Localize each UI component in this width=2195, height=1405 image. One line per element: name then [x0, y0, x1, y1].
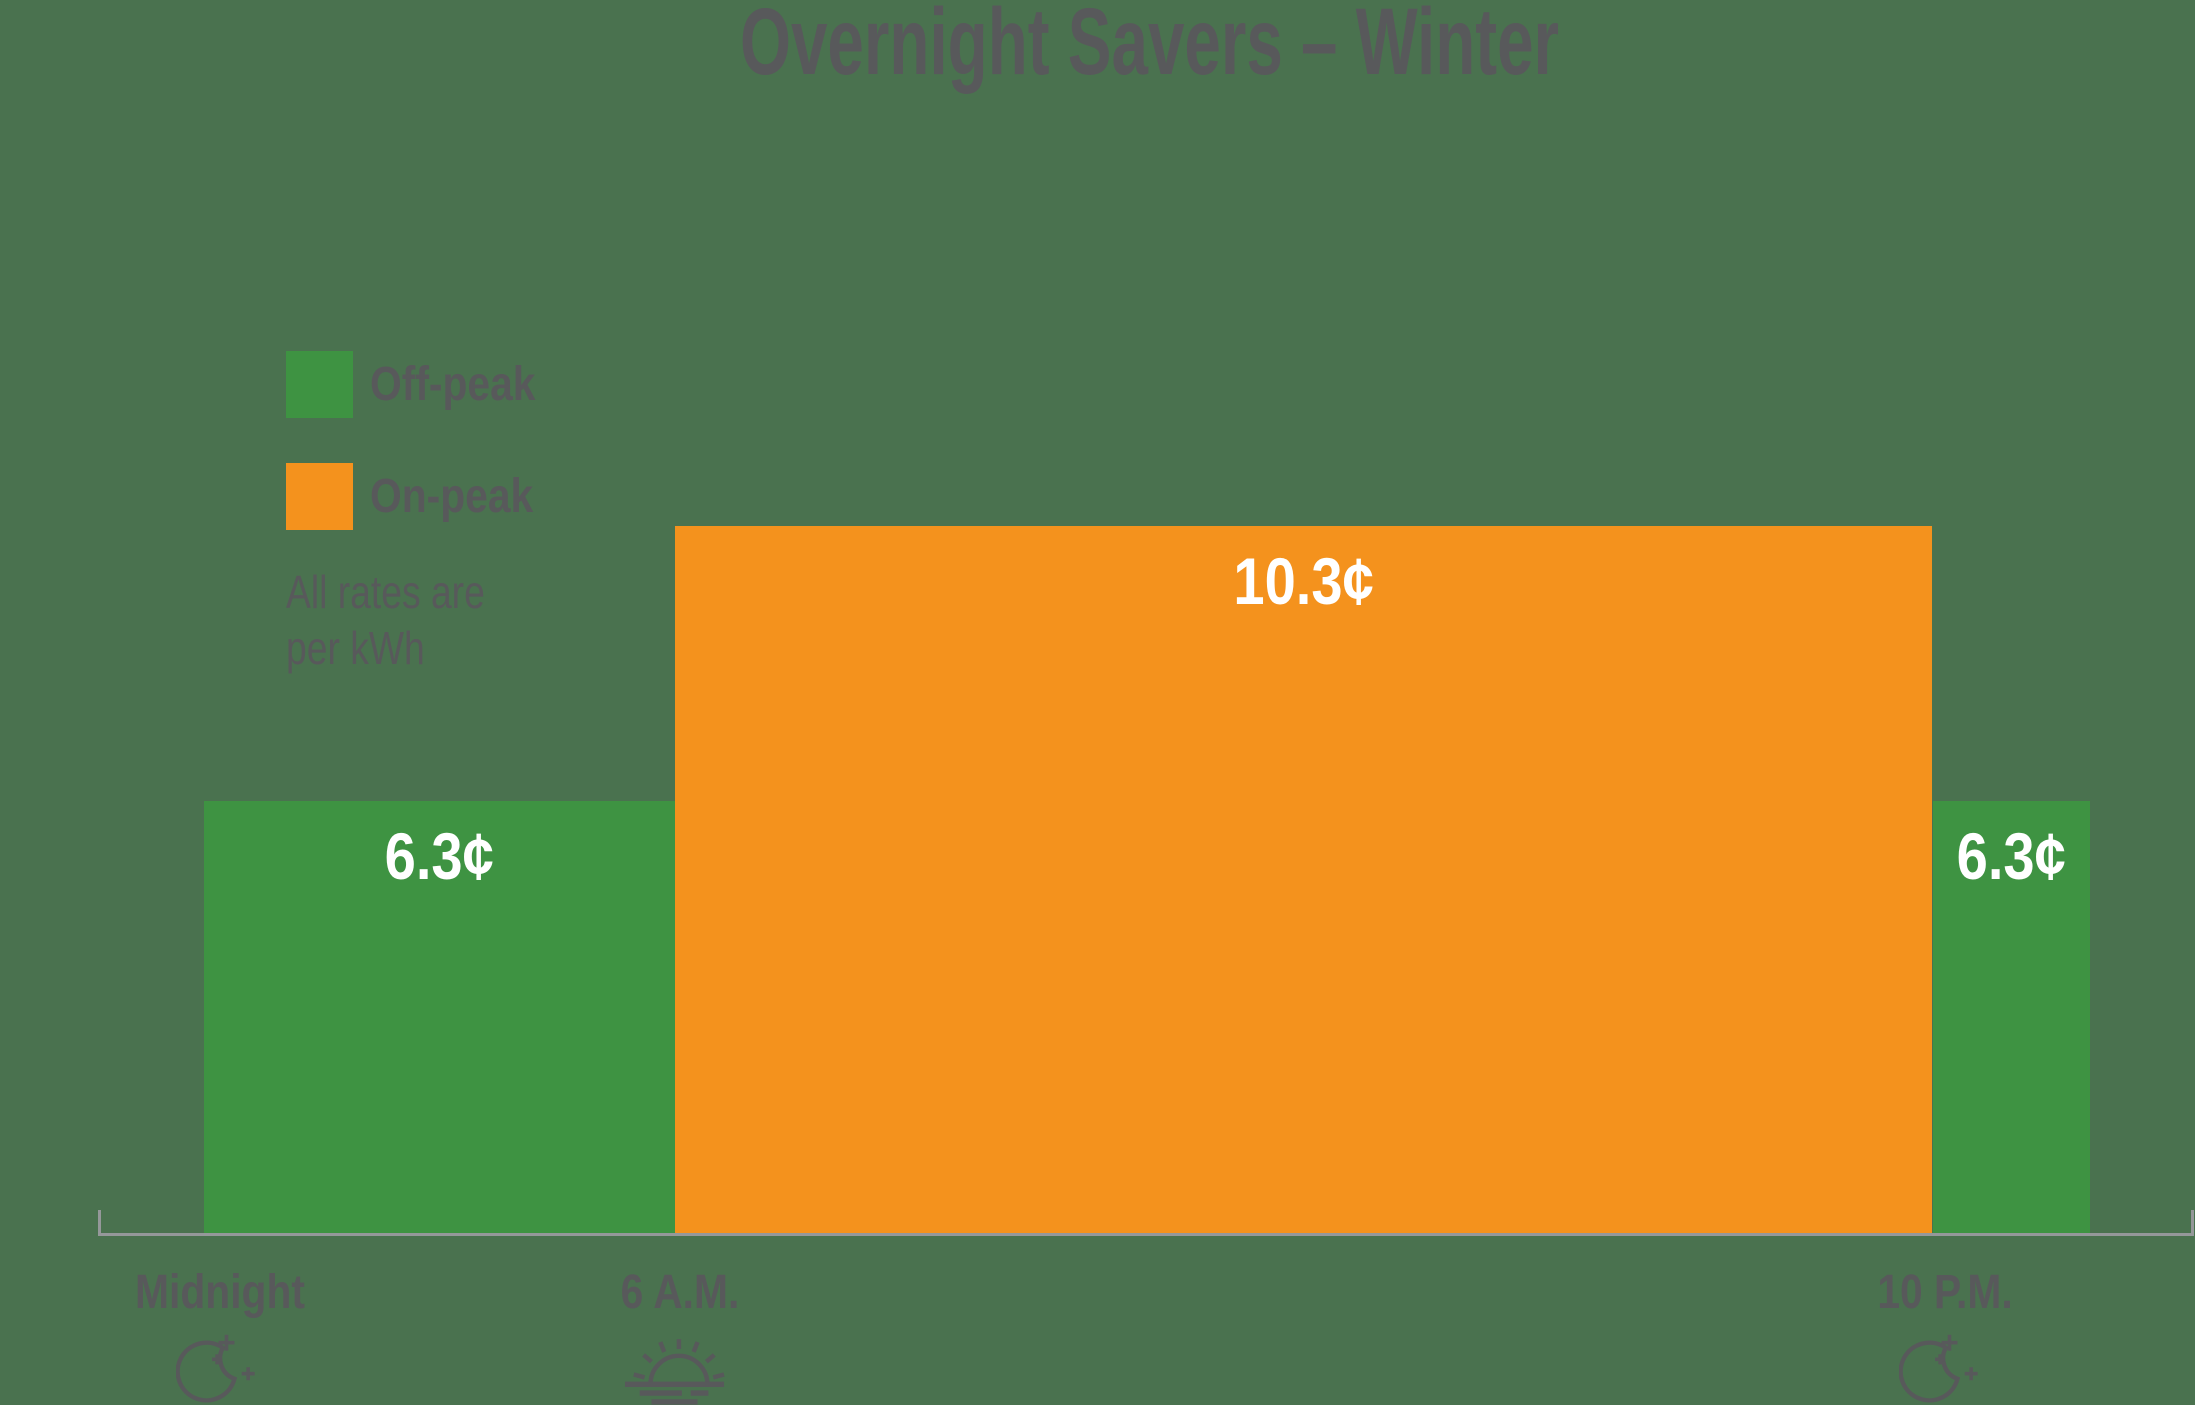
bar-off-peak-midnight-to-6am: 6.3¢	[204, 801, 675, 1233]
rates-note-line-2: per kWh	[286, 622, 425, 674]
chart-title: Overnight Savers – Winter	[104, 0, 2195, 92]
moon-stars-icon	[176, 1334, 259, 1405]
moon-stars-icon	[1899, 1334, 1982, 1405]
rates-note-line-1: All rates are	[286, 566, 485, 618]
off-peak-label: Off-peak	[370, 357, 536, 411]
bar-value-label: 6.3¢	[1956, 819, 2067, 893]
legend: Off-peak On-peak All rates are per kWh	[286, 351, 565, 674]
legend-item-off-peak: Off-peak	[286, 351, 565, 418]
x-axis-end-tick-right	[2191, 1210, 2194, 1234]
on-peak-swatch	[286, 463, 353, 530]
x-axis-line	[98, 1233, 2194, 1236]
off-peak-swatch	[286, 351, 353, 418]
legend-item-on-peak: On-peak	[286, 463, 565, 530]
x-axis-end-tick-left	[98, 1210, 101, 1234]
bar-on-peak-6am-to-10pm: 10.3¢	[675, 526, 1932, 1233]
bar-off-peak-10pm-to-midnight: 6.3¢	[1933, 801, 2090, 1233]
rates-note: All rates are per kWh	[286, 564, 531, 676]
x-tick-label-10pm: 10 P.M.	[1877, 1266, 2013, 1319]
x-tick-label-midnight: Midnight	[135, 1266, 305, 1319]
bar-value-label: 10.3¢	[1233, 544, 1374, 618]
on-peak-label: On-peak	[370, 469, 534, 523]
chart-title-text: Overnight Savers – Winter	[739, 0, 1560, 95]
bar-value-label: 6.3¢	[384, 819, 495, 893]
x-tick-label-6am: 6 A.M.	[620, 1266, 740, 1319]
sunrise-icon	[623, 1338, 727, 1405]
